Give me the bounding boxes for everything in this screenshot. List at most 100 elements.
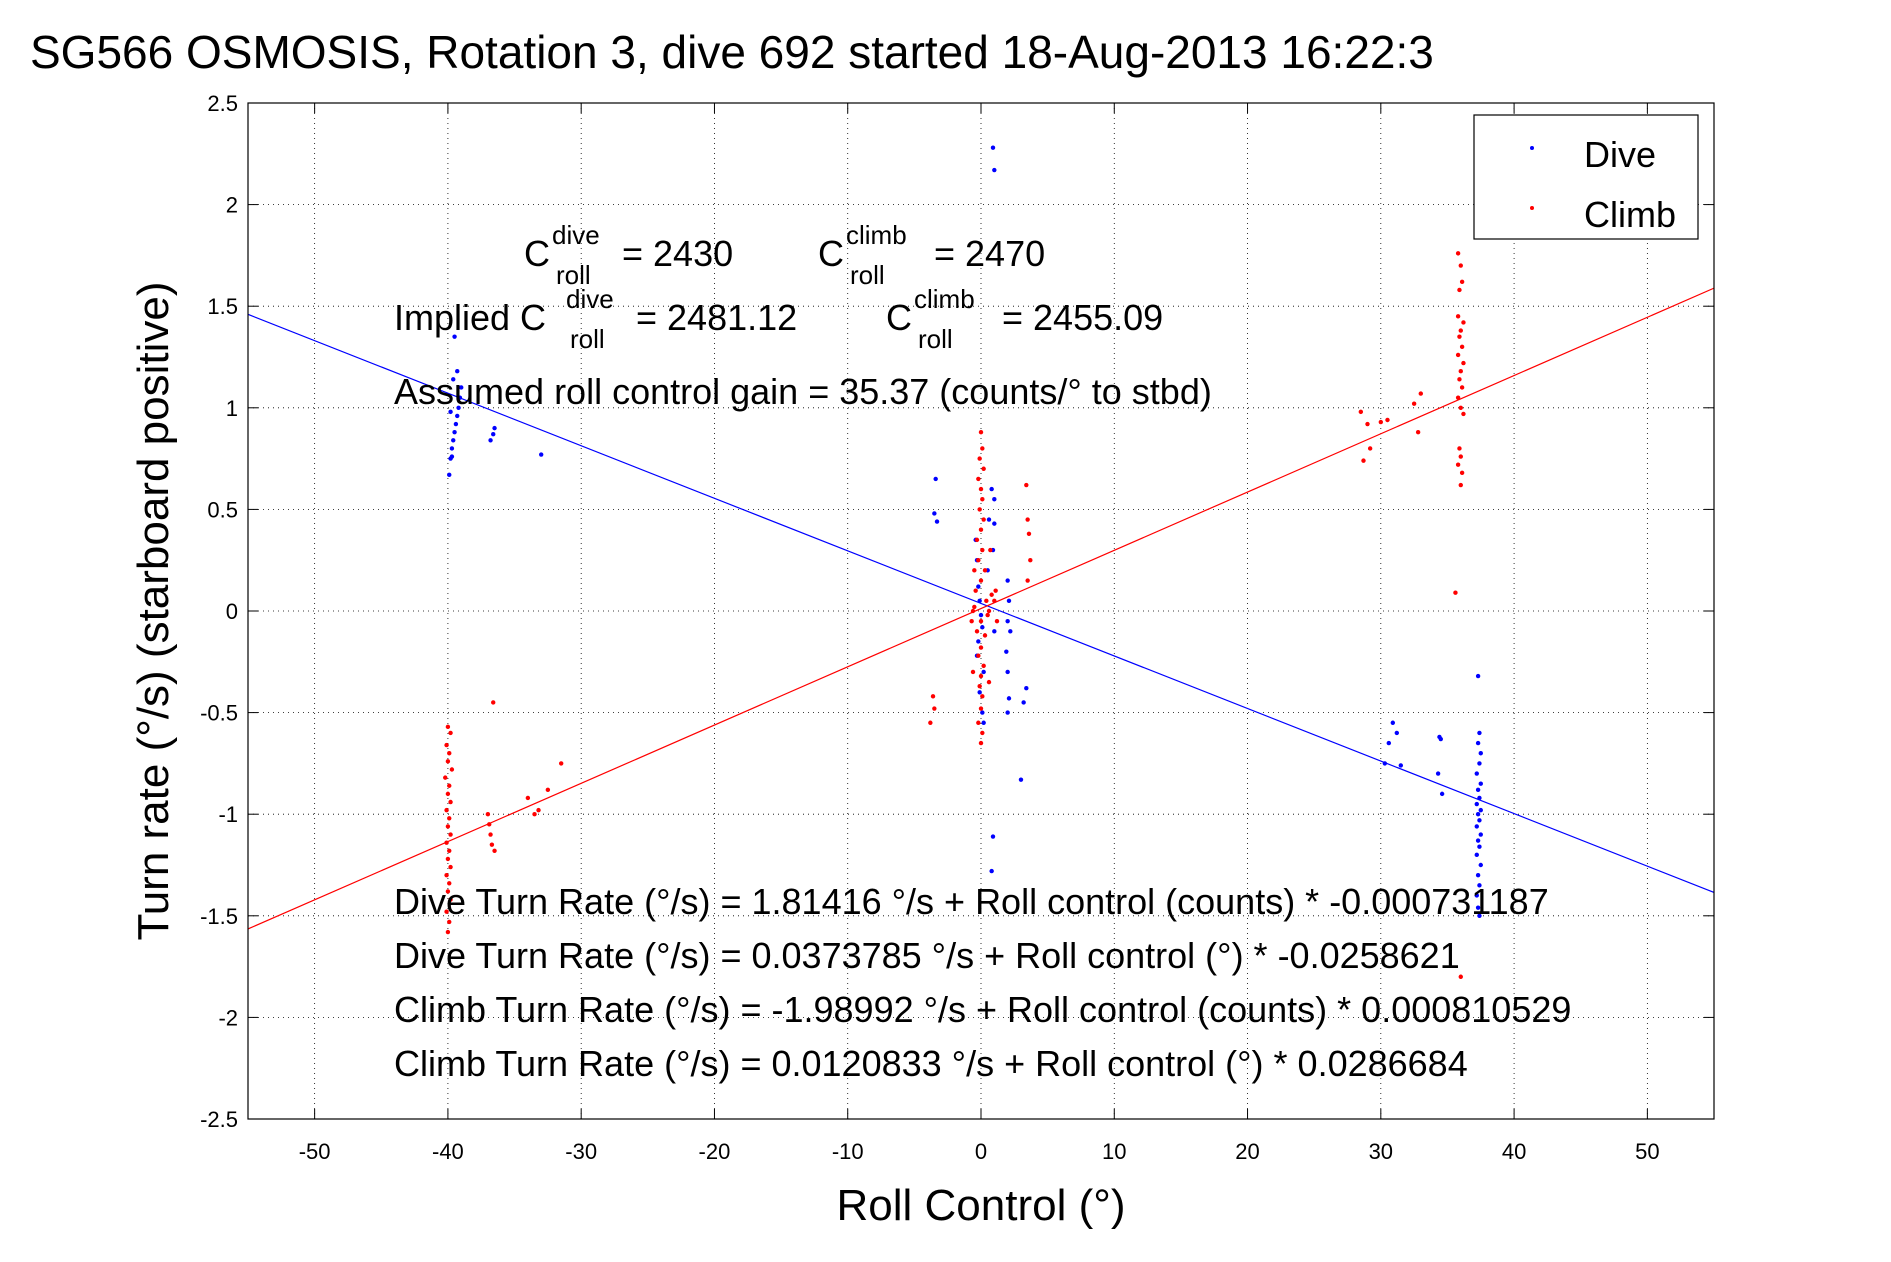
point-dive bbox=[1021, 700, 1026, 705]
point-climb bbox=[985, 612, 990, 618]
x-tick-label: 50 bbox=[1635, 1139, 1659, 1164]
y-tick-label: -0.5 bbox=[200, 701, 238, 726]
point-climb bbox=[1378, 419, 1384, 425]
point-climb bbox=[978, 645, 984, 650]
point-dive bbox=[449, 446, 455, 451]
point-dive bbox=[976, 584, 981, 589]
point-climb bbox=[970, 608, 976, 614]
point-dive bbox=[1475, 673, 1481, 679]
point-climb bbox=[978, 673, 984, 679]
point-climb bbox=[1453, 590, 1458, 595]
point-dive bbox=[1477, 818, 1482, 823]
implied-dive-symbol: Implied C bbox=[394, 297, 546, 338]
fit-lines bbox=[248, 287, 1714, 930]
chart-title: SG566 OSMOSIS, Rotation 3, dive 692 star… bbox=[30, 26, 1434, 78]
point-climb bbox=[1459, 344, 1465, 350]
point-climb bbox=[978, 527, 984, 532]
point-dive bbox=[1477, 883, 1482, 888]
point-climb bbox=[1457, 334, 1462, 339]
point-climb bbox=[448, 832, 453, 837]
point-dive bbox=[1475, 812, 1481, 817]
implied-dive-sub: roll bbox=[570, 324, 605, 354]
point-climb bbox=[1458, 263, 1463, 268]
point-climb bbox=[444, 909, 449, 914]
point-climb bbox=[1025, 578, 1030, 583]
point-dive bbox=[1004, 649, 1009, 654]
point-dive bbox=[1439, 791, 1445, 797]
point-climb bbox=[980, 446, 985, 451]
point-climb bbox=[1461, 320, 1466, 325]
point-dive bbox=[990, 145, 996, 150]
point-dive bbox=[453, 421, 459, 427]
plot-area bbox=[248, 103, 1714, 1119]
climb-degrees-equation: Climb Turn Rate (°/s) = 0.0120833 °/s + … bbox=[394, 1043, 1468, 1084]
point-dive bbox=[1006, 696, 1012, 701]
point-climb bbox=[536, 807, 541, 813]
point-climb bbox=[976, 476, 981, 482]
x-tick-label: 40 bbox=[1502, 1139, 1526, 1164]
point-dive bbox=[989, 486, 994, 492]
point-climb bbox=[976, 720, 981, 725]
point-climb bbox=[986, 679, 992, 685]
point-dive bbox=[1475, 787, 1481, 793]
implied-climb-symbol: C bbox=[886, 297, 912, 338]
c-dive-symbol: C bbox=[524, 233, 550, 274]
point-climb bbox=[1367, 446, 1373, 451]
point-climb bbox=[445, 791, 451, 797]
point-dive bbox=[1475, 740, 1481, 746]
point-climb bbox=[444, 742, 449, 748]
legend: Dive Climb bbox=[1473, 114, 1699, 240]
point-climb bbox=[448, 799, 453, 805]
point-dive bbox=[1435, 771, 1441, 776]
point-climb bbox=[489, 842, 495, 847]
y-tick-label: 0.5 bbox=[207, 497, 238, 522]
point-dive bbox=[980, 625, 985, 630]
point-dive bbox=[448, 409, 453, 415]
point-climb bbox=[487, 822, 492, 827]
point-climb bbox=[1026, 531, 1032, 536]
data-points bbox=[443, 145, 1483, 979]
climb-counts-equation: Climb Turn Rate (°/s) = -1.98992 °/s + R… bbox=[394, 989, 1571, 1030]
point-climb bbox=[1458, 369, 1463, 374]
point-dive bbox=[1478, 781, 1483, 786]
point-climb bbox=[1411, 401, 1417, 406]
point-climb bbox=[984, 598, 989, 604]
point-dive bbox=[992, 521, 997, 526]
point-climb bbox=[978, 740, 984, 746]
point-climb bbox=[992, 598, 997, 604]
dive-degrees-equation: Dive Turn Rate (°/s) = 0.0373785 °/s + R… bbox=[394, 935, 1460, 976]
y-tick-label: 1 bbox=[226, 396, 238, 421]
point-dive bbox=[1477, 913, 1482, 918]
point-climb bbox=[988, 547, 993, 553]
point-climb bbox=[444, 840, 449, 845]
point-dive bbox=[1478, 751, 1483, 756]
point-dive bbox=[1398, 763, 1404, 768]
point-dive bbox=[539, 452, 544, 457]
point-dive bbox=[1394, 730, 1400, 736]
point-climb bbox=[444, 807, 449, 813]
point-climb bbox=[980, 730, 985, 736]
point-climb bbox=[977, 683, 982, 689]
point-dive bbox=[1475, 905, 1481, 910]
point-climb bbox=[980, 497, 985, 502]
point-climb bbox=[1455, 251, 1461, 256]
point-climb bbox=[1458, 454, 1463, 459]
axis-ticks: -50 -40 -30 -20 -10 0 10 20 30 40 50 2.5 2 1.5 1 0.5 0 -0… bbox=[200, 91, 1714, 1164]
x-tick-label: -10 bbox=[832, 1139, 864, 1164]
point-dive bbox=[1018, 777, 1024, 782]
point-climb bbox=[445, 724, 451, 730]
point-dive bbox=[1474, 824, 1479, 829]
point-dive bbox=[449, 454, 455, 459]
point-climb bbox=[986, 608, 992, 614]
c-climb-sub: roll bbox=[850, 260, 885, 290]
point-dive bbox=[990, 834, 996, 839]
point-climb bbox=[492, 848, 497, 853]
c-dive-sup: dive bbox=[552, 220, 600, 250]
point-dive bbox=[1474, 771, 1479, 776]
x-tick-label: 20 bbox=[1235, 1139, 1259, 1164]
point-dive bbox=[976, 639, 981, 644]
point-climb bbox=[973, 588, 978, 593]
point-climb bbox=[1457, 377, 1462, 382]
point-climb bbox=[1459, 279, 1465, 285]
